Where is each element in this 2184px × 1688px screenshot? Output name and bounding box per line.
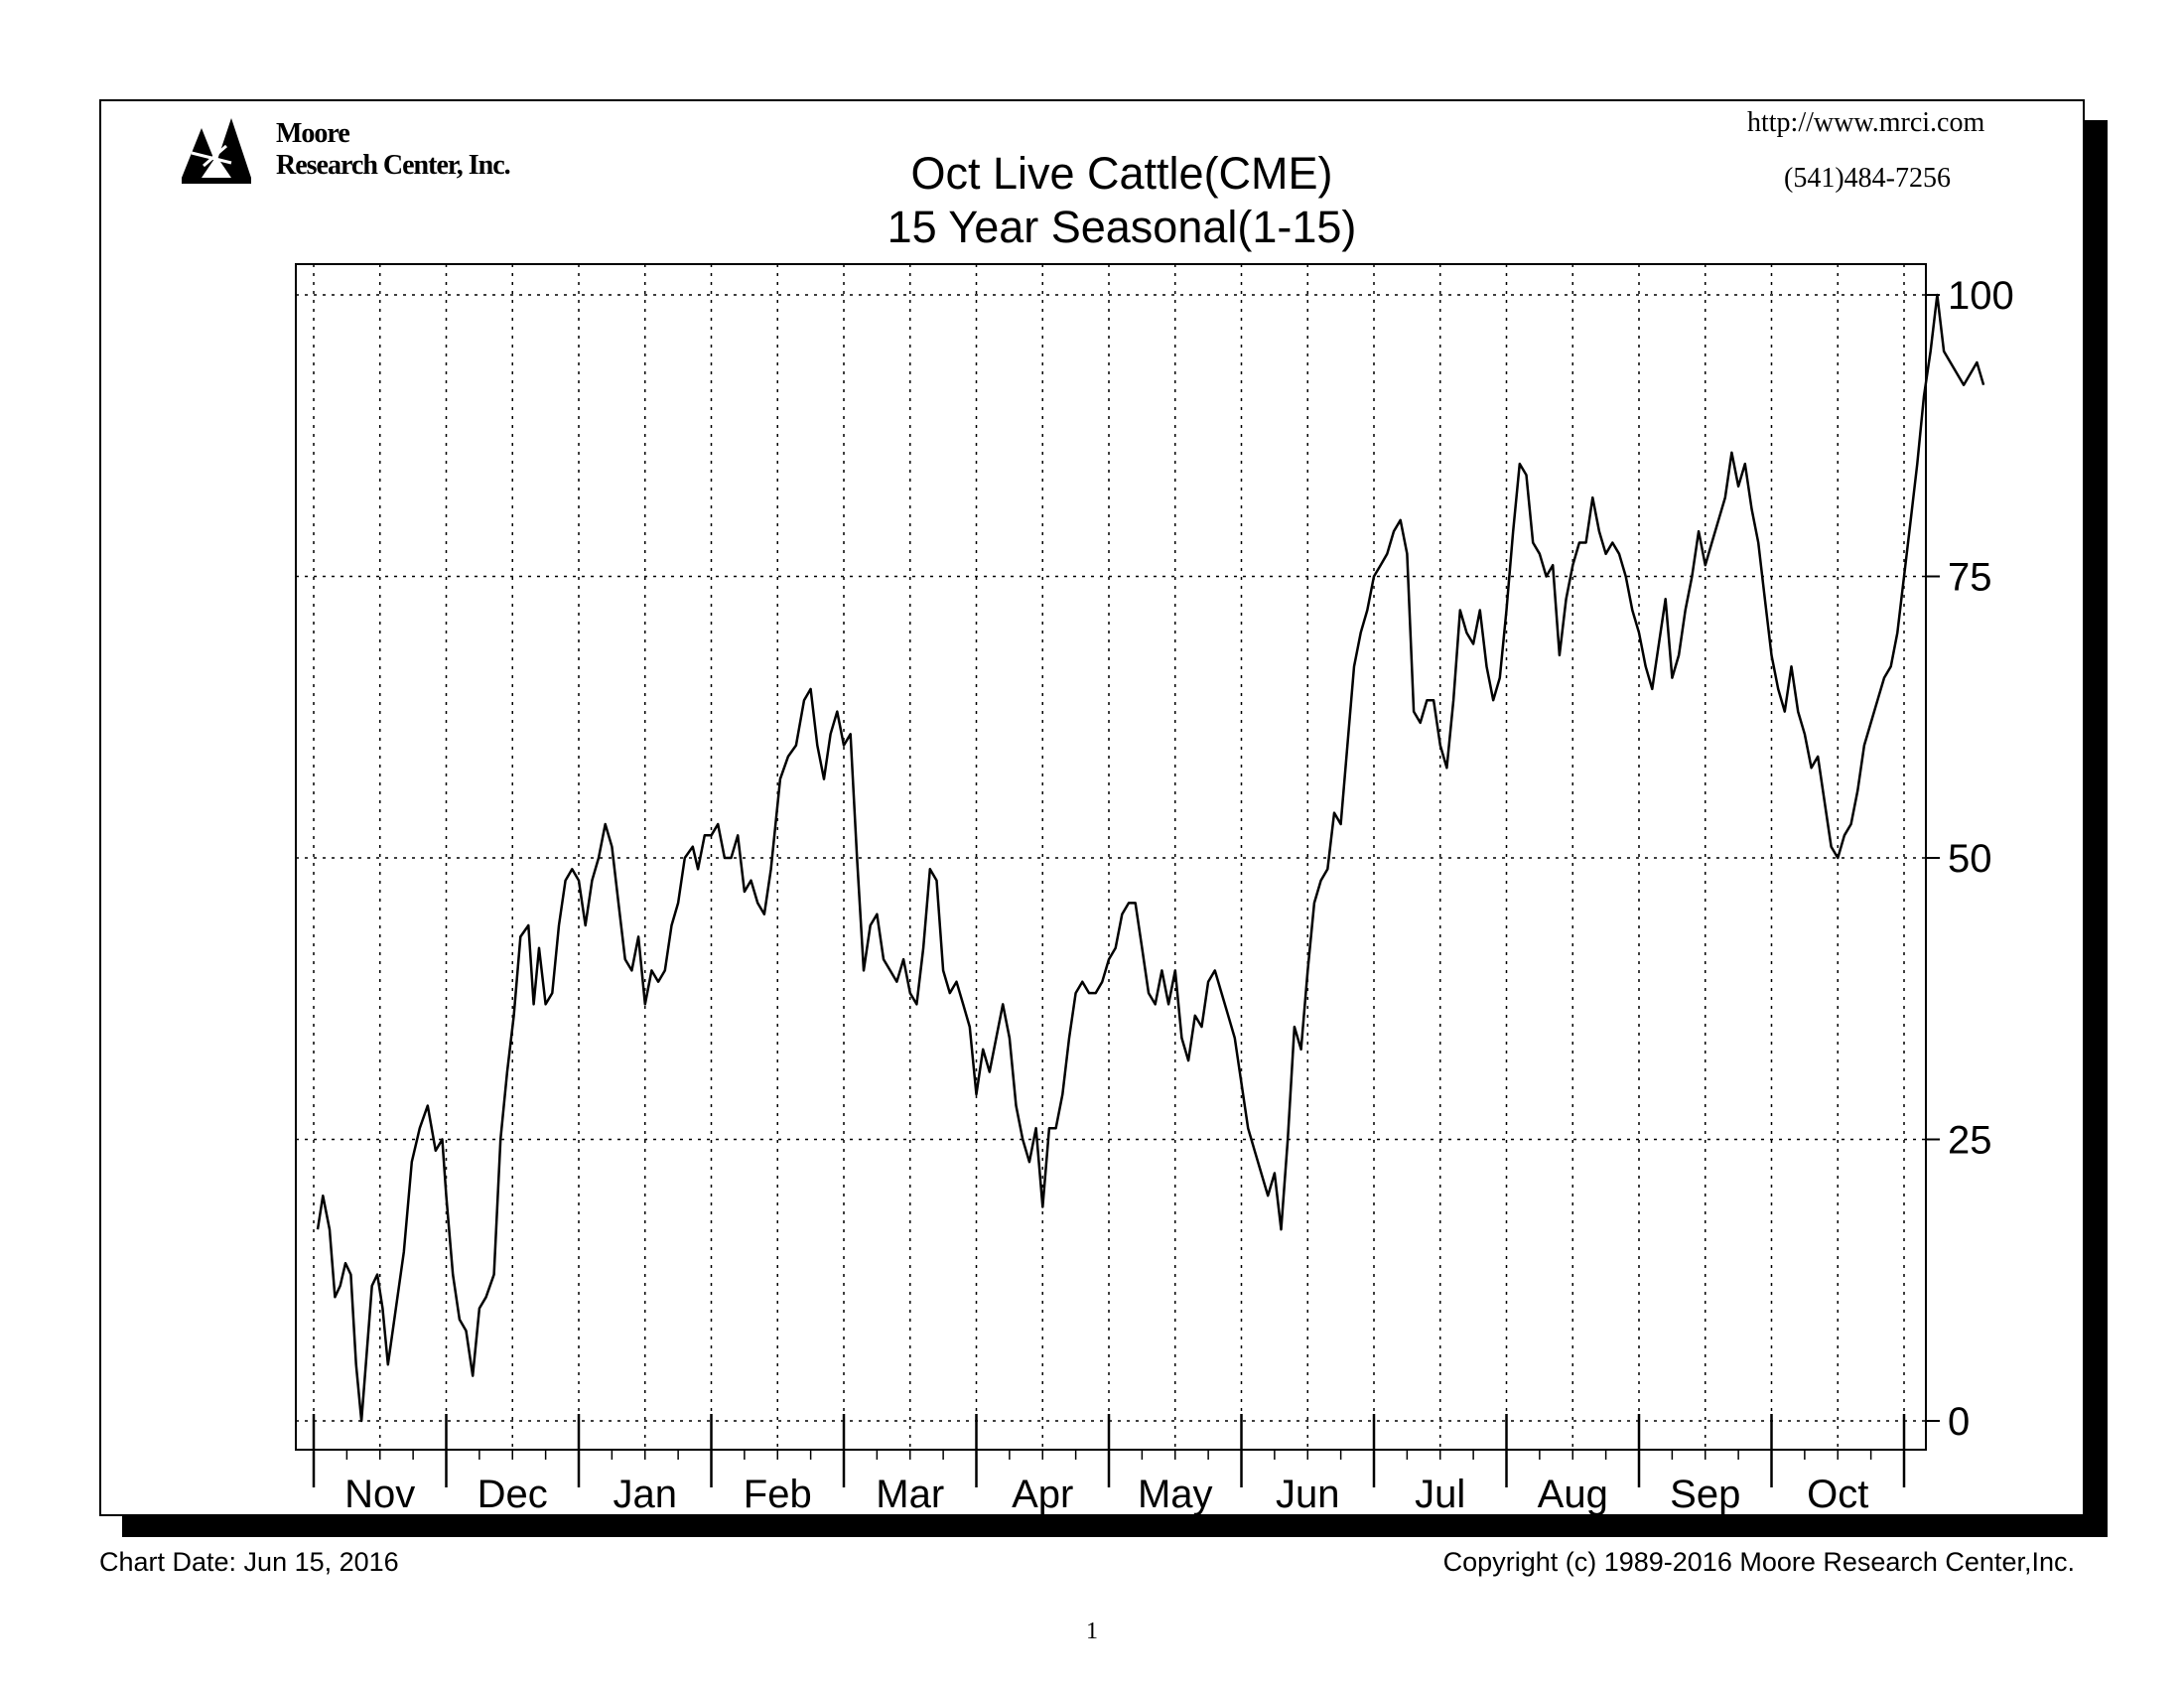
x-month-label: Sep <box>1670 1473 1740 1516</box>
x-month-label: Jan <box>614 1473 678 1516</box>
y-tick-label: 100 <box>1948 274 2014 318</box>
axis-layer: 0 25 50 75 100 Nov Dec Jan Feb Mar Apr May Jun Jul Aug… <box>295 263 2014 1516</box>
x-month-label: Mar <box>876 1473 944 1516</box>
mrci-logo-icon <box>182 118 251 184</box>
chart-title-block: Oct Live Cattle(CME) 15 Year Seasonal(1-… <box>645 147 1598 254</box>
y-tick-label: 75 <box>1948 556 1992 600</box>
logo-line-1: Moore <box>276 118 350 149</box>
seasonal-series-line <box>316 293 1985 1423</box>
company-logo: Moore Research Center, Inc. <box>182 118 529 188</box>
page-number: 1 <box>1086 1618 1098 1644</box>
x-month-label: May <box>1138 1473 1213 1516</box>
series-layer <box>316 293 1985 1423</box>
logo-line-2: Research Center, Inc. <box>276 150 511 181</box>
chart-title: Oct Live Cattle(CME) <box>910 148 1333 199</box>
y-tick-label: 25 <box>1948 1119 1992 1163</box>
chart-subtitle: 15 Year Seasonal(1-15) <box>887 202 1357 252</box>
chart-frame <box>99 99 2085 1516</box>
phone-number: (541)484-7256 <box>1784 163 1951 194</box>
x-month-label: Nov <box>344 1473 415 1516</box>
x-month-label: Aug <box>1538 1473 1608 1516</box>
y-tick-label: 0 <box>1948 1400 1970 1444</box>
y-tick-label: 50 <box>1948 837 1992 881</box>
x-month-label: Apr <box>1012 1473 1073 1516</box>
plot-border <box>295 263 1927 1451</box>
x-month-label: Jul <box>1415 1473 1465 1516</box>
x-month-label: Oct <box>1807 1473 1868 1516</box>
grid-layer <box>296 264 1926 1450</box>
x-month-label: Dec <box>478 1473 548 1516</box>
website-url: http://www.mrci.com <box>1747 107 1985 138</box>
x-month-label: Jun <box>1276 1473 1340 1516</box>
x-month-label: Feb <box>744 1473 812 1516</box>
chart-date: Chart Date: Jun 15, 2016 <box>99 1547 399 1577</box>
copyright: Copyright (c) 1989-2016 Moore Research C… <box>1442 1547 2075 1577</box>
